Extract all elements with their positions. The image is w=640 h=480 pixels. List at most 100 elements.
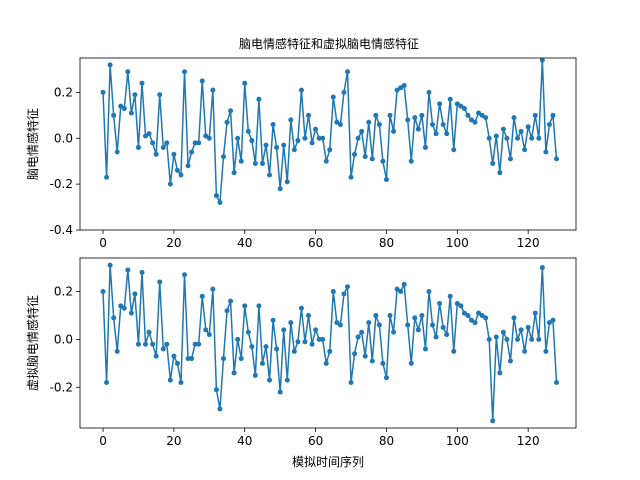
data-point — [437, 300, 443, 306]
data-point — [355, 135, 361, 141]
x-tick-label: 60 — [308, 236, 323, 250]
data-point — [405, 322, 411, 328]
data-point — [270, 122, 276, 128]
data-point — [391, 128, 397, 134]
data-point — [447, 293, 453, 299]
data-point — [309, 140, 315, 146]
data-point — [217, 199, 223, 205]
data-point — [539, 57, 545, 63]
data-point — [341, 89, 347, 95]
data-point — [327, 348, 333, 354]
data-point — [334, 119, 340, 125]
data-point — [401, 281, 407, 287]
data-point — [323, 158, 329, 164]
data-point — [160, 346, 166, 352]
data-point — [100, 89, 106, 95]
data-point — [288, 117, 294, 123]
data-point — [316, 135, 322, 141]
data-point — [164, 140, 170, 146]
data-point — [518, 327, 524, 333]
data-point — [468, 317, 474, 323]
data-point — [224, 119, 230, 125]
data-point — [344, 284, 350, 290]
data-point — [242, 80, 248, 86]
data-point — [394, 87, 400, 93]
data-point — [380, 360, 386, 366]
data-point — [437, 101, 443, 107]
data-point — [277, 186, 283, 192]
x-tick-label: 0 — [99, 236, 107, 250]
data-point — [352, 351, 358, 357]
data-point — [539, 265, 545, 271]
data-point — [504, 135, 510, 141]
x-tick-label: 100 — [446, 434, 469, 448]
x-tick-label: 40 — [237, 434, 252, 448]
data-point — [132, 92, 138, 98]
x-tick-label: 80 — [379, 236, 394, 250]
data-point — [150, 341, 156, 347]
data-point — [454, 101, 460, 107]
data-point — [125, 69, 131, 75]
data-point — [295, 138, 301, 144]
data-point — [185, 163, 191, 169]
data-point — [267, 172, 273, 178]
data-point — [288, 320, 294, 326]
data-point — [412, 115, 418, 121]
axes-frame — [79, 57, 577, 231]
data-point — [192, 341, 198, 347]
data-point — [104, 380, 110, 386]
data-point — [497, 370, 503, 376]
data-point — [440, 324, 446, 330]
data-point — [309, 341, 315, 347]
data-point — [295, 339, 301, 345]
x-tick-label: 0 — [99, 434, 107, 448]
data-point — [118, 303, 124, 309]
data-point — [235, 135, 241, 141]
data-point — [543, 348, 549, 354]
data-point — [150, 140, 156, 146]
data-point — [529, 135, 535, 141]
data-point — [274, 144, 280, 150]
data-point — [298, 87, 304, 93]
data-point — [507, 156, 513, 162]
data-point — [118, 103, 124, 109]
data-point — [313, 327, 319, 333]
data-point — [490, 418, 496, 424]
x-axis-label: 模拟时间序列 — [292, 454, 364, 469]
data-point — [228, 108, 234, 114]
data-point — [167, 181, 173, 187]
data-point — [213, 193, 219, 199]
data-point — [114, 348, 120, 354]
data-point — [451, 147, 457, 153]
x-tick-label: 100 — [446, 236, 469, 250]
data-point — [362, 353, 368, 359]
y-tick-label: 0.0 — [54, 332, 73, 346]
data-point — [263, 142, 269, 148]
data-point — [252, 160, 258, 166]
data-point — [454, 300, 460, 306]
data-point — [189, 149, 195, 155]
data-point — [167, 377, 173, 383]
data-point — [128, 110, 134, 116]
data-point — [458, 103, 464, 109]
data-point — [543, 149, 549, 155]
data-point — [536, 336, 542, 342]
data-point — [447, 96, 453, 102]
data-point — [107, 262, 113, 268]
data-point — [522, 147, 528, 153]
data-point — [231, 370, 237, 376]
data-point — [164, 341, 170, 347]
data-point — [479, 312, 485, 318]
data-point — [373, 112, 379, 118]
data-point — [419, 112, 425, 118]
data-point — [100, 289, 106, 295]
data-point — [302, 339, 308, 345]
x-tick-label: 20 — [166, 236, 181, 250]
data-point — [263, 344, 269, 350]
data-point — [330, 289, 336, 295]
data-point — [426, 89, 432, 95]
data-point — [104, 174, 110, 180]
data-point — [135, 144, 141, 150]
y-tick-label: 0.2 — [54, 85, 73, 99]
